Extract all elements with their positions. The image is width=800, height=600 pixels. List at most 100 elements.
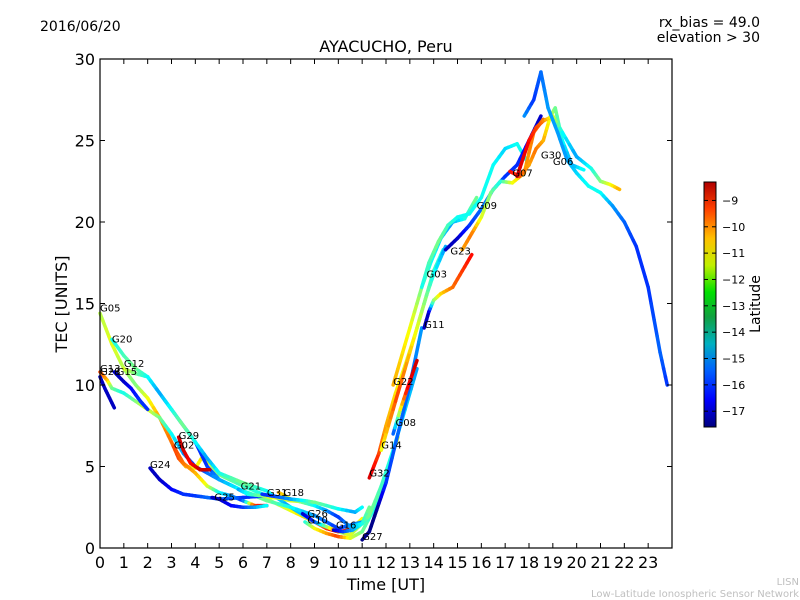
series-segment bbox=[579, 166, 586, 172]
satellite-label-g25: G25 bbox=[214, 493, 234, 504]
satellite-label-g28: G28 bbox=[100, 367, 120, 378]
series-segment bbox=[467, 252, 474, 261]
x-tick-label: 8 bbox=[286, 553, 296, 572]
y-tick-label: 30 bbox=[75, 50, 95, 69]
series-g08 bbox=[391, 358, 419, 436]
satellite-label-g12: G12 bbox=[124, 359, 144, 370]
satellite-label-g03: G03 bbox=[427, 269, 447, 280]
x-tick-label: 23 bbox=[638, 553, 658, 572]
x-tick-label: 12 bbox=[376, 553, 396, 572]
colorbar-tick-label: −10 bbox=[722, 221, 745, 234]
x-tick-label: 21 bbox=[590, 553, 610, 572]
satellite-label-g20: G20 bbox=[112, 335, 132, 346]
colorbar-tick-label: −13 bbox=[722, 300, 745, 313]
colorbar bbox=[703, 181, 717, 428]
series-segment bbox=[412, 366, 419, 381]
satellite-label-g02: G02 bbox=[174, 441, 194, 452]
series-g30 bbox=[515, 114, 622, 192]
x-tick-label: 11 bbox=[352, 553, 372, 572]
x-tick-label: 20 bbox=[566, 553, 586, 572]
chart-title: AYACUCHO, Peru bbox=[319, 37, 452, 56]
satellite-label-g13: G13 bbox=[100, 364, 120, 375]
series-segment bbox=[640, 265, 647, 279]
x-tick-label: 19 bbox=[543, 553, 563, 572]
satellite-label-g08: G08 bbox=[396, 418, 416, 429]
x-tick-label: 15 bbox=[447, 553, 467, 572]
x-tick-label: 0 bbox=[95, 553, 105, 572]
x-tick-label: 9 bbox=[309, 553, 319, 572]
rx-bias-label: rx_bias = 49.0 bbox=[659, 15, 760, 31]
satellite-label-g27: G27 bbox=[362, 532, 382, 543]
satellite-label-g16: G16 bbox=[336, 520, 356, 531]
series-segment bbox=[111, 403, 117, 410]
colorbar-tick-label: −16 bbox=[722, 379, 745, 392]
y-axis: 0 5 10 15 20 25 30 bbox=[75, 50, 672, 558]
series-segment bbox=[663, 375, 669, 387]
x-axis-label: Time [UT] bbox=[346, 575, 425, 594]
series-segment bbox=[417, 326, 424, 344]
x-tick-label: 7 bbox=[262, 553, 272, 572]
satellite-label-g31: G31 bbox=[267, 488, 287, 499]
satellite-label-g15: G15 bbox=[117, 367, 137, 378]
series-segment bbox=[634, 244, 641, 259]
satellite-label-g29: G29 bbox=[179, 431, 199, 442]
footer-network-short: LISN bbox=[777, 577, 799, 588]
series-segment bbox=[643, 275, 650, 289]
series-segment bbox=[396, 419, 403, 436]
y-tick-label: 5 bbox=[85, 458, 95, 477]
series-segment bbox=[637, 254, 644, 269]
series-g15 bbox=[112, 370, 150, 412]
satellite-label-g10: G10 bbox=[307, 516, 327, 527]
series-segment bbox=[652, 318, 659, 338]
colorbar-tick-label: −14 bbox=[722, 326, 745, 339]
x-tick-label: 13 bbox=[400, 553, 420, 572]
x-tick-label: 18 bbox=[519, 553, 539, 572]
y-tick-label: 10 bbox=[75, 376, 95, 395]
satellite-label-g24: G24 bbox=[150, 460, 170, 471]
series-segment bbox=[646, 285, 653, 306]
x-tick-label: 5 bbox=[214, 553, 224, 572]
y-tick-label: 15 bbox=[75, 295, 95, 314]
colorbar-tick-label: −12 bbox=[722, 273, 745, 286]
satellite-label-g06: G06 bbox=[553, 157, 573, 168]
satellite-label-g26: G26 bbox=[307, 509, 327, 520]
x-tick-label: 2 bbox=[143, 553, 153, 572]
series-segment bbox=[471, 195, 479, 205]
x-axis: 0 1 2 3 4 5 6 7 8 9 10 11 12 13 14 15 16 17 18 19 20 21 22 23 bbox=[95, 59, 658, 572]
x-tick-label: 16 bbox=[471, 553, 491, 572]
y-tick-label: 25 bbox=[75, 132, 95, 151]
series-g31 bbox=[260, 492, 317, 505]
x-tick-label: 3 bbox=[166, 553, 176, 572]
series-g25 bbox=[210, 495, 269, 509]
satellite-label-g30: G30 bbox=[541, 150, 561, 161]
satellite-label-g18: G18 bbox=[284, 488, 304, 499]
series-g05 bbox=[98, 311, 364, 514]
elevation-label: elevation > 30 bbox=[657, 30, 760, 46]
satellite-label-g22: G22 bbox=[393, 377, 413, 388]
series-g20 bbox=[110, 337, 364, 534]
colorbar-tick-label: −11 bbox=[722, 247, 745, 260]
series-segment bbox=[414, 340, 421, 359]
satellite-label-g09: G09 bbox=[477, 201, 497, 212]
y-tick-label: 0 bbox=[85, 539, 95, 558]
series-segment bbox=[399, 407, 406, 424]
series-segment bbox=[387, 456, 394, 473]
satellite-label-g07: G07 bbox=[512, 168, 532, 179]
series-segment bbox=[402, 395, 409, 412]
x-tick-label: 14 bbox=[423, 553, 443, 572]
series-segment bbox=[390, 444, 397, 461]
x-tick-label: 1 bbox=[119, 553, 129, 572]
colorbar-tick-label: −9 bbox=[722, 194, 738, 207]
x-tick-label: 10 bbox=[328, 553, 348, 572]
series-segment bbox=[409, 377, 416, 391]
date-label: 2016/06/20 bbox=[40, 19, 121, 35]
satellite-label-g21: G21 bbox=[241, 481, 261, 492]
series-g02 bbox=[172, 445, 269, 508]
satellite-label-g23: G23 bbox=[450, 247, 470, 258]
series-g29 bbox=[176, 435, 212, 472]
satellite-label-g05: G05 bbox=[100, 304, 120, 315]
x-tick-label: 6 bbox=[238, 553, 248, 572]
series-g14 bbox=[379, 244, 448, 452]
x-tick-label: 4 bbox=[190, 553, 200, 572]
